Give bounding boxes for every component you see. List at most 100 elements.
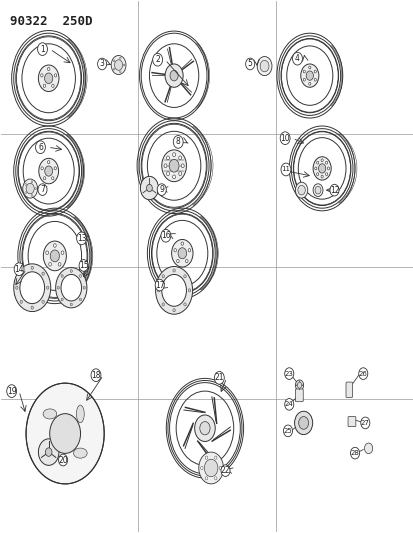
- Circle shape: [16, 286, 18, 289]
- Circle shape: [295, 380, 303, 391]
- Circle shape: [43, 84, 45, 87]
- Circle shape: [183, 303, 186, 306]
- Circle shape: [176, 260, 179, 263]
- Circle shape: [123, 64, 125, 66]
- Circle shape: [47, 160, 50, 164]
- Circle shape: [325, 173, 327, 175]
- Circle shape: [36, 141, 45, 154]
- Circle shape: [52, 84, 54, 87]
- Circle shape: [113, 60, 114, 62]
- Circle shape: [283, 425, 292, 437]
- Text: 17: 17: [154, 280, 164, 289]
- Circle shape: [316, 161, 318, 164]
- Circle shape: [302, 78, 305, 81]
- Circle shape: [146, 184, 152, 192]
- Text: 11: 11: [281, 166, 290, 173]
- Circle shape: [157, 184, 166, 196]
- Circle shape: [169, 159, 178, 172]
- Circle shape: [31, 195, 33, 196]
- Circle shape: [218, 466, 221, 470]
- Circle shape: [298, 417, 308, 429]
- Text: 7: 7: [40, 185, 45, 194]
- Ellipse shape: [43, 409, 57, 419]
- Circle shape: [140, 176, 158, 200]
- Circle shape: [295, 182, 307, 198]
- Circle shape: [155, 279, 164, 291]
- Circle shape: [314, 187, 320, 194]
- FancyBboxPatch shape: [295, 389, 302, 402]
- Circle shape: [198, 452, 223, 484]
- Circle shape: [172, 153, 175, 157]
- Circle shape: [20, 300, 22, 303]
- Circle shape: [312, 157, 330, 180]
- Circle shape: [35, 188, 36, 190]
- Circle shape: [111, 55, 126, 75]
- Circle shape: [70, 270, 72, 272]
- Circle shape: [119, 71, 121, 73]
- Text: 1: 1: [40, 45, 45, 54]
- Circle shape: [20, 272, 22, 275]
- Circle shape: [41, 167, 43, 170]
- Circle shape: [165, 64, 183, 87]
- Circle shape: [49, 263, 51, 266]
- Circle shape: [23, 179, 38, 198]
- Circle shape: [43, 177, 46, 180]
- Circle shape: [306, 71, 313, 80]
- Circle shape: [164, 164, 166, 168]
- Circle shape: [26, 383, 104, 484]
- Circle shape: [316, 173, 318, 175]
- Circle shape: [161, 274, 186, 306]
- Circle shape: [54, 74, 57, 77]
- Circle shape: [161, 303, 164, 306]
- Circle shape: [20, 272, 45, 304]
- Circle shape: [152, 53, 162, 66]
- Circle shape: [178, 172, 181, 175]
- Text: 14: 14: [14, 265, 24, 273]
- Circle shape: [52, 177, 54, 180]
- Ellipse shape: [73, 448, 87, 458]
- Circle shape: [157, 289, 159, 292]
- Text: 21: 21: [214, 373, 223, 382]
- Circle shape: [172, 175, 175, 179]
- Circle shape: [358, 368, 367, 379]
- Circle shape: [79, 298, 81, 301]
- Circle shape: [119, 57, 121, 59]
- Circle shape: [308, 83, 310, 85]
- Circle shape: [363, 443, 372, 454]
- Circle shape: [284, 399, 293, 410]
- Circle shape: [300, 64, 318, 87]
- Circle shape: [173, 309, 175, 312]
- Circle shape: [280, 132, 290, 144]
- Circle shape: [166, 156, 169, 160]
- Circle shape: [313, 78, 316, 81]
- Text: 20: 20: [58, 456, 68, 465]
- Circle shape: [161, 229, 171, 242]
- Circle shape: [76, 232, 86, 245]
- Circle shape: [214, 477, 216, 480]
- Circle shape: [46, 251, 48, 254]
- Circle shape: [173, 135, 183, 148]
- Circle shape: [350, 447, 359, 459]
- Text: 90322  250D: 90322 250D: [9, 14, 92, 28]
- Circle shape: [50, 250, 59, 262]
- Circle shape: [61, 251, 64, 254]
- Circle shape: [25, 183, 26, 185]
- Circle shape: [97, 58, 107, 70]
- Circle shape: [295, 385, 296, 386]
- Text: 8: 8: [176, 138, 180, 147]
- Text: 5: 5: [247, 60, 252, 68]
- Circle shape: [26, 183, 34, 194]
- Text: 9: 9: [159, 185, 164, 194]
- Circle shape: [53, 244, 56, 247]
- Circle shape: [180, 242, 183, 245]
- Circle shape: [178, 248, 186, 259]
- Circle shape: [297, 382, 301, 388]
- Text: 3: 3: [100, 60, 104, 68]
- Circle shape: [79, 260, 88, 271]
- Circle shape: [31, 266, 33, 269]
- Circle shape: [50, 414, 81, 454]
- Text: 15: 15: [78, 261, 88, 270]
- Circle shape: [214, 456, 216, 459]
- Circle shape: [7, 385, 17, 398]
- Circle shape: [58, 263, 61, 266]
